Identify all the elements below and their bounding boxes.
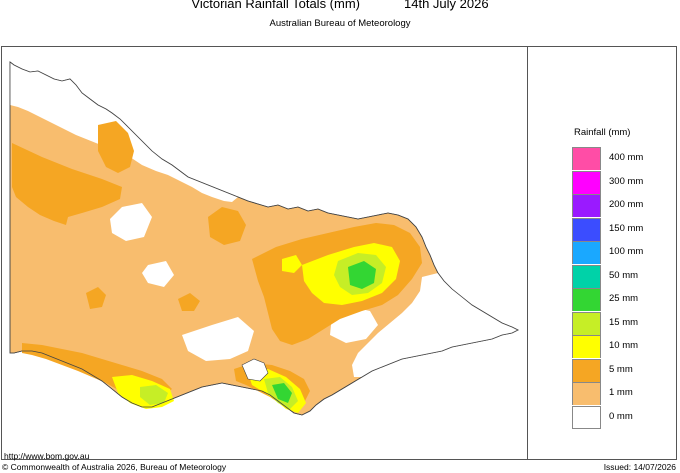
legend-swatch bbox=[572, 382, 601, 405]
legend-swatch bbox=[572, 147, 601, 170]
legend-swatch bbox=[572, 170, 601, 194]
footer-copyright: © Commonwealth of Australia 2026, Bureau… bbox=[2, 462, 227, 472]
legend-swatch bbox=[572, 217, 601, 241]
map-title: Victorian Rainfall Totals (mm) 14th July … bbox=[0, 0, 680, 11]
band-25mm-northeast bbox=[348, 261, 376, 289]
band-10mm-small bbox=[282, 255, 302, 273]
legend-label: 25 mm bbox=[609, 293, 639, 304]
legend-swatch bbox=[572, 194, 601, 217]
legend-swatch bbox=[572, 288, 601, 311]
legend-label: 100 mm bbox=[609, 246, 644, 257]
legend-label: 300 mm bbox=[609, 175, 644, 187]
victoria-map-svg bbox=[9, 61, 519, 416]
legend-label: 0 mm bbox=[609, 410, 633, 422]
zero-rain-east bbox=[352, 273, 518, 377]
legend-swatch bbox=[572, 264, 601, 288]
footer-url[interactable]: http://www.bom.gov.au bbox=[4, 451, 90, 461]
legend-label: 50 mm bbox=[609, 269, 639, 281]
band-5mm-small-mid bbox=[178, 293, 200, 311]
rainfall-legend: Rainfall (mm) 400 mm 300 mm 200 mm 150 mm 10… bbox=[528, 47, 676, 459]
footer-issued: Issued: 14/07/2026 bbox=[603, 462, 676, 472]
legend-label: 15 mm bbox=[609, 316, 639, 328]
rainfall-map bbox=[2, 47, 528, 459]
legend-label: 200 mm bbox=[609, 199, 644, 210]
legend-swatch bbox=[572, 241, 601, 264]
zero-rain-patch-3 bbox=[182, 317, 254, 361]
band-25mm-peninsula bbox=[272, 383, 292, 403]
legend-label: 150 mm bbox=[609, 222, 644, 234]
chart-header: Victorian Rainfall Totals (mm) 14th July … bbox=[0, 0, 680, 46]
band-15mm-southwest bbox=[140, 385, 168, 405]
legend-title: Rainfall (mm) bbox=[574, 127, 631, 138]
band-5mm-west-wedge bbox=[12, 143, 122, 225]
legend-label: 5 mm bbox=[609, 363, 633, 375]
legend-swatch bbox=[572, 335, 601, 358]
map-subtitle: Australian Bureau of Meteorology bbox=[269, 18, 411, 29]
port-phillip-bay bbox=[241, 358, 269, 382]
legend-label: 1 mm bbox=[609, 387, 633, 398]
zero-rain-patch-2 bbox=[142, 261, 174, 287]
legend-swatch bbox=[572, 358, 601, 382]
zero-rain-patch-1 bbox=[110, 203, 152, 241]
legend-swatch bbox=[572, 405, 601, 429]
map-frame: Rainfall (mm) 400 mm 300 mm 200 mm 150 mm 10… bbox=[1, 46, 677, 460]
date-text: 14th July 2026 bbox=[404, 0, 489, 11]
title-text: Victorian Rainfall Totals (mm) bbox=[191, 0, 360, 11]
victoria-border bbox=[9, 61, 519, 416]
band-5mm-small-west bbox=[86, 287, 106, 309]
band-5mm-north-central bbox=[98, 121, 134, 173]
legend-swatch bbox=[572, 311, 601, 335]
band-5mm-central-ridge bbox=[208, 207, 246, 245]
legend-label: 10 mm bbox=[609, 340, 639, 351]
legend-label: 400 mm bbox=[609, 152, 644, 163]
